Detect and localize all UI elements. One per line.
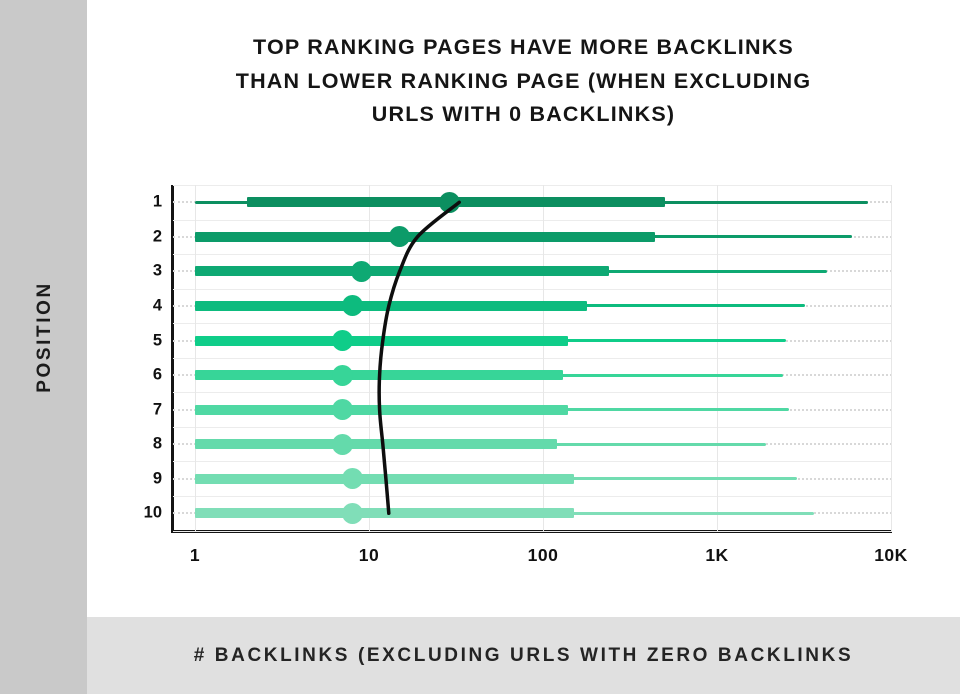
horizontal-gridline [173,288,892,290]
horizontal-gridline [173,426,892,428]
y-axis-title: POSITION [34,281,55,393]
x-axis-label-10K: 10K [874,545,908,565]
y-axis-label-5: 5 [152,331,162,349]
iqr-bar-position-2 [195,231,655,242]
x-axis-line [171,530,892,533]
x-axis-label-1K: 1K [705,545,729,565]
iqr-bar-position-8 [195,439,557,450]
median-dot-position-5 [331,330,353,351]
vertical-gridline [891,185,892,531]
chart-title-line-3: URLS WITH 0 BACKLINKS) [371,102,676,126]
iqr-bar-position-7 [195,404,569,415]
horizontal-gridline [173,392,892,394]
iqr-bar-position-4 [195,300,588,311]
vertical-gridline [369,185,370,531]
median-dot-position-9 [341,468,363,490]
chart-title-line-1: TOP RANKING PAGES HAVE MORE BACKLINKS [253,35,794,59]
x-axis-label-100: 100 [527,545,559,565]
chart-title: TOP RANKING PAGES HAVE MORE BACKLINKS TH… [87,31,960,132]
trend-curve-path [377,200,461,516]
y-axis-labels: 1 2 3 4 5 6 7 8 9 10 [118,185,162,531]
x-axis-caption: # BACKLINKS (EXCLUDING URLS WITH ZERO BA… [193,644,854,666]
vertical-gridline [195,185,196,531]
median-dot-position-7 [331,399,353,421]
y-axis-label-9: 9 [152,469,162,488]
y-axis-label-10: 10 [143,503,162,522]
vertical-gridline [543,185,544,531]
median-dot-position-2 [389,226,411,248]
iqr-bar-position-3 [195,266,610,277]
horizontal-gridline [173,185,892,186]
x-axis-label-10: 10 [358,545,380,565]
y-axis-label-3: 3 [152,261,162,280]
median-dot-position-8 [331,433,353,455]
y-axis-label-8: 8 [152,434,162,453]
horizontal-gridline [173,357,892,359]
x-axis-labels: 1 10 100 1K 10K [173,545,907,571]
trend-curve [377,200,461,516]
horizontal-gridline [173,219,892,221]
median-dot-position-3 [350,260,372,282]
median-dot-position-10 [341,502,363,524]
left-gray-band: POSITION [0,0,87,694]
median-dot-position-6 [331,364,353,386]
y-axis-label-6: 6 [152,365,162,384]
y-axis-line [171,185,174,531]
horizontal-gridline [173,461,892,463]
y-axis-label-4: 4 [152,296,162,315]
horizontal-gridline [173,323,892,325]
plot-area [173,185,892,532]
horizontal-gridline [173,530,892,532]
y-axis-label-7: 7 [152,400,162,419]
y-axis-label-1: 1 [152,192,162,211]
vertical-gridline [717,185,718,531]
horizontal-gridline [173,254,892,256]
x-axis-caption-strip: # BACKLINKS (EXCLUDING URLS WITH ZERO BA… [87,617,960,694]
median-dot-position-4 [341,295,363,317]
iqr-bar-position-10 [195,508,574,519]
chart-title-line-2: THAN LOWER RANKING PAGE (WHEN EXCLUDING [235,68,812,93]
y-axis-label-2: 2 [152,227,162,246]
x-axis-label-1: 1 [189,545,201,565]
horizontal-gridline [173,495,892,497]
